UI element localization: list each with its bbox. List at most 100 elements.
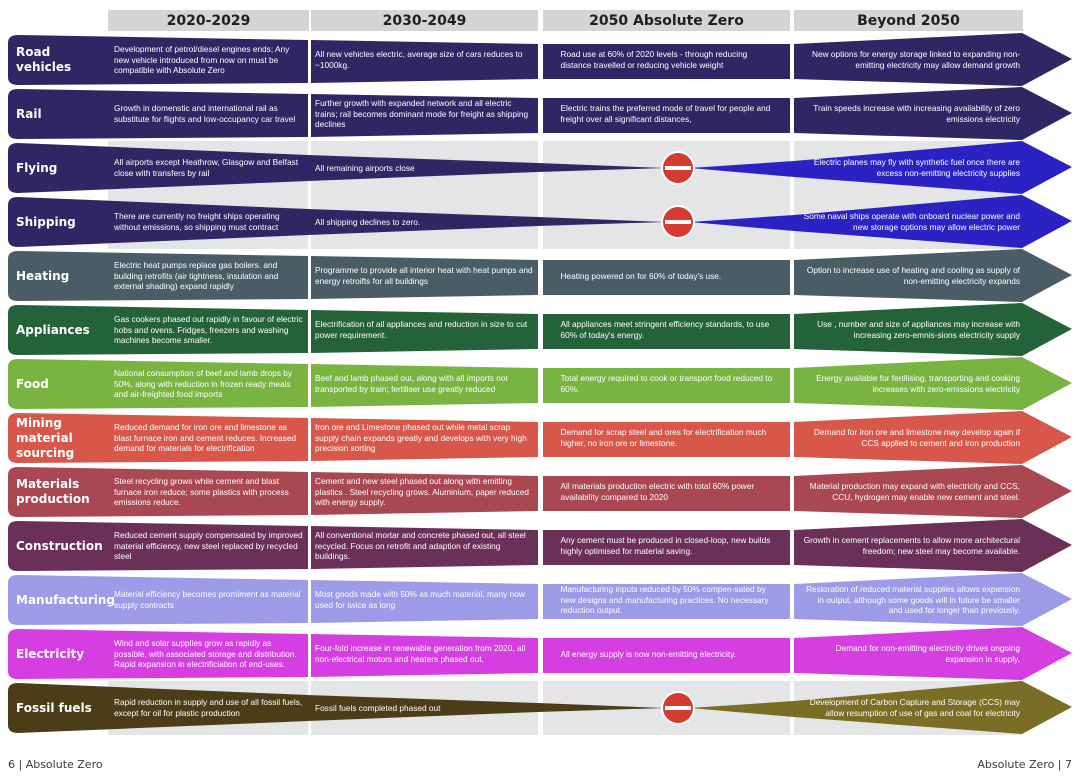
cell-beyond-2050-text: Growth in cement replacements to allow m… <box>803 535 1020 556</box>
cell-2020-2029: There are currently no freight ships ope… <box>114 211 280 232</box>
cell-2050-absolute-zero: Demand for scrap steel and ores for elec… <box>548 411 788 465</box>
row-band-shape <box>8 303 1072 356</box>
row-band-shape <box>8 249 1072 302</box>
cell-2050-absolute-zero-text: Road use at 60% of 2020 levels - through… <box>560 49 748 70</box>
sector-label: Construction <box>16 538 103 553</box>
cell-2030-2049: All shipping declines to zero. <box>315 216 421 227</box>
cell-2030-2049: Programme to provide all interior heat w… <box>315 265 533 286</box>
sector-label: Rail <box>16 106 42 121</box>
sector-label: Road vehicles <box>16 45 72 74</box>
cell-beyond-2050-text: Material production may expand with elec… <box>809 481 1020 502</box>
row-band-shape <box>8 627 1072 680</box>
row-appliances: Appliances Gas cookers phased out rapidly… <box>0 303 1088 357</box>
cell-2030-2049: Beef and lamb phased out, along with all… <box>315 373 508 394</box>
row-band-shape <box>8 87 1072 140</box>
cell-beyond-2050: Train speeds increase with increasing av… <box>796 87 1020 141</box>
row-band-shape <box>8 519 1072 572</box>
cell-2050-absolute-zero-text: Total energy required to cook or transpo… <box>560 373 773 394</box>
column-header-2030-2049: 2030-2049 <box>311 10 538 31</box>
cell-beyond-2050-text: Development of Carbon Capture and Storag… <box>809 697 1020 718</box>
cell-beyond-2050: Restoration of reduced material supplies… <box>796 573 1020 627</box>
cell-beyond-2050-text: New options for energy storage linked to… <box>811 49 1020 70</box>
cell-2020-2029: Rapid reduction in supply and use of all… <box>114 697 303 718</box>
cell-2030-2049: Most goods made with 50% as much materia… <box>315 589 525 610</box>
row-band-shape <box>8 33 1072 86</box>
cell-2030-2049: Cement and new steel phased out along wi… <box>315 476 529 508</box>
cell-2050-absolute-zero-text: Any cement must be produced in closed-lo… <box>560 535 771 556</box>
sector-label: Manufacturing <box>16 592 115 607</box>
cell-beyond-2050-text: Electric planes may fly with synthetic f… <box>813 157 1020 178</box>
cell-beyond-2050-text: Some naval ships operate with onboard nu… <box>803 211 1020 232</box>
cell-2030-2049: Fossil fuels completed phased out <box>315 702 441 713</box>
cell-2050-absolute-zero-text: Electric trains the preferred mode of tr… <box>560 103 771 124</box>
row-road-vehicles: Road vehicles Development of petrol/diese… <box>0 33 1088 87</box>
cell-beyond-2050: New options for energy storage linked to… <box>796 33 1020 87</box>
row-band-shape <box>8 195 1072 249</box>
row-manufacturing: Manufacturing Material efficiency becomes… <box>0 573 1088 627</box>
sector-label: Electricity <box>16 646 85 661</box>
cell-2050-absolute-zero: Road use at 60% of 2020 levels - through… <box>548 33 788 87</box>
cell-2050-absolute-zero: Total energy required to cook or transpo… <box>548 357 788 411</box>
row-food: Food National consumption of beef and lam… <box>0 357 1088 411</box>
cell-2020-2029: Wind and solar supplies grow as rapidly … <box>114 638 297 670</box>
sector-label: Heating <box>16 268 70 283</box>
cell-2050-absolute-zero-text: Manufacturing inputs reduced by 50% comp… <box>560 584 769 616</box>
cell-2020-2029: Reduced demand for iron ore and limeston… <box>114 422 297 454</box>
cell-2050-absolute-zero: Heating powered on for 60% of today's us… <box>548 249 788 303</box>
cell-2020-2029: Gas cookers phased out rapidly in favour… <box>114 314 303 346</box>
no-entry-icon <box>661 691 695 725</box>
cell-2030-2049: All new vehicles electric, average size … <box>315 49 523 70</box>
cell-2020-2029: Development of petrol/diesel engines end… <box>114 44 290 76</box>
cell-beyond-2050-text: Option to increase use of heating and co… <box>806 265 1020 286</box>
cell-beyond-2050: Electric planes may fly with synthetic f… <box>796 141 1020 195</box>
cell-beyond-2050-text: Use , number and size of appliances may … <box>817 319 1020 340</box>
cell-2050-absolute-zero-text: All materials production electric with t… <box>560 481 755 502</box>
cell-beyond-2050: Option to increase use of heating and co… <box>796 249 1020 303</box>
cell-beyond-2050: Development of Carbon Capture and Storag… <box>796 681 1020 735</box>
cell-beyond-2050: Some naval ships operate with onboard nu… <box>796 195 1020 249</box>
sector-label: Food <box>16 376 49 391</box>
cell-2030-2049: Further growth with expanded network and… <box>315 98 529 130</box>
cell-2020-2029: Material efficiency becomes promiment as… <box>114 589 301 610</box>
cell-2050-absolute-zero: Manufacturing inputs reduced by 50% comp… <box>548 573 788 627</box>
footer-left-page-label: 6 | Absolute Zero <box>8 758 103 771</box>
cell-2030-2049: Iron ore and Limestone phased out while … <box>315 422 527 454</box>
row-mining-material-sourcing: Mining material sourcing Reduced demand f… <box>0 411 1088 465</box>
row-band-shape <box>8 357 1072 410</box>
cell-2020-2029: Electric heat pumps replace gas boilers.… <box>114 260 279 292</box>
cell-2050-absolute-zero: Electric trains the preferred mode of tr… <box>548 87 788 141</box>
cell-beyond-2050-text: Demand for non-emitting electricity driv… <box>835 643 1020 664</box>
cell-2050-absolute-zero: Any cement must be produced in closed-lo… <box>548 519 788 573</box>
cell-beyond-2050: Energy available for fertilising, transp… <box>796 357 1020 411</box>
cell-2020-2029: All airports except Heathrow, Glasgow an… <box>114 157 299 178</box>
cell-beyond-2050: Use , number and size of appliances may … <box>796 303 1020 357</box>
cell-beyond-2050-text: Train speeds increase with increasing av… <box>813 103 1020 124</box>
cell-2020-2029: National consumption of beef and lamb dr… <box>114 368 293 400</box>
cell-2050-absolute-zero: All materials production electric with t… <box>548 465 788 519</box>
cell-beyond-2050: Demand for non-emitting electricity driv… <box>796 627 1020 681</box>
sector-label: Fossil fuels <box>16 700 92 715</box>
row-heating: Heating Electric heat pumps replace gas b… <box>0 249 1088 303</box>
sector-label: Shipping <box>16 214 76 229</box>
cell-2030-2049: All conventional mortar and concrete pha… <box>315 530 526 562</box>
cell-2050-absolute-zero-text: All energy supply is now non-emitting el… <box>560 648 737 659</box>
cell-2050-absolute-zero: All energy supply is now non-emitting el… <box>548 627 788 681</box>
cell-2020-2029: Growth in domenstic and international ra… <box>114 103 296 124</box>
sector-label: Appliances <box>16 322 90 337</box>
cell-beyond-2050-text: Energy available for fertilising, transp… <box>816 373 1020 394</box>
cell-beyond-2050: Demand for iron ore and limestone may de… <box>796 411 1020 465</box>
cell-2050-absolute-zero: All appliances meet stringent efficiency… <box>548 303 788 357</box>
cell-2050-absolute-zero-text: All appliances meet stringent efficiency… <box>560 319 770 340</box>
row-rail: Rail Growth in domenstic and internationa… <box>0 87 1088 141</box>
column-header-beyond-2050: Beyond 2050 <box>794 10 1023 31</box>
row-fossil-fuels: Fossil fuels Rapid reduction in supply an… <box>0 681 1088 735</box>
column-header-2050-absolute-zero: 2050 Absolute Zero <box>543 10 790 31</box>
cell-2020-2029: Reduced cement supply compensated by imp… <box>114 530 303 562</box>
column-header-2020-2029: 2020-2029 <box>108 10 309 31</box>
row-flying: Flying All airports except Heathrow, Glas… <box>0 141 1088 195</box>
row-shipping: Shipping There are currently no freight s… <box>0 195 1088 249</box>
no-entry-icon <box>661 205 695 239</box>
row-band-shape <box>8 573 1072 626</box>
row-band-shape <box>8 141 1072 195</box>
cell-beyond-2050-text: Restoration of reduced material supplies… <box>806 584 1020 616</box>
